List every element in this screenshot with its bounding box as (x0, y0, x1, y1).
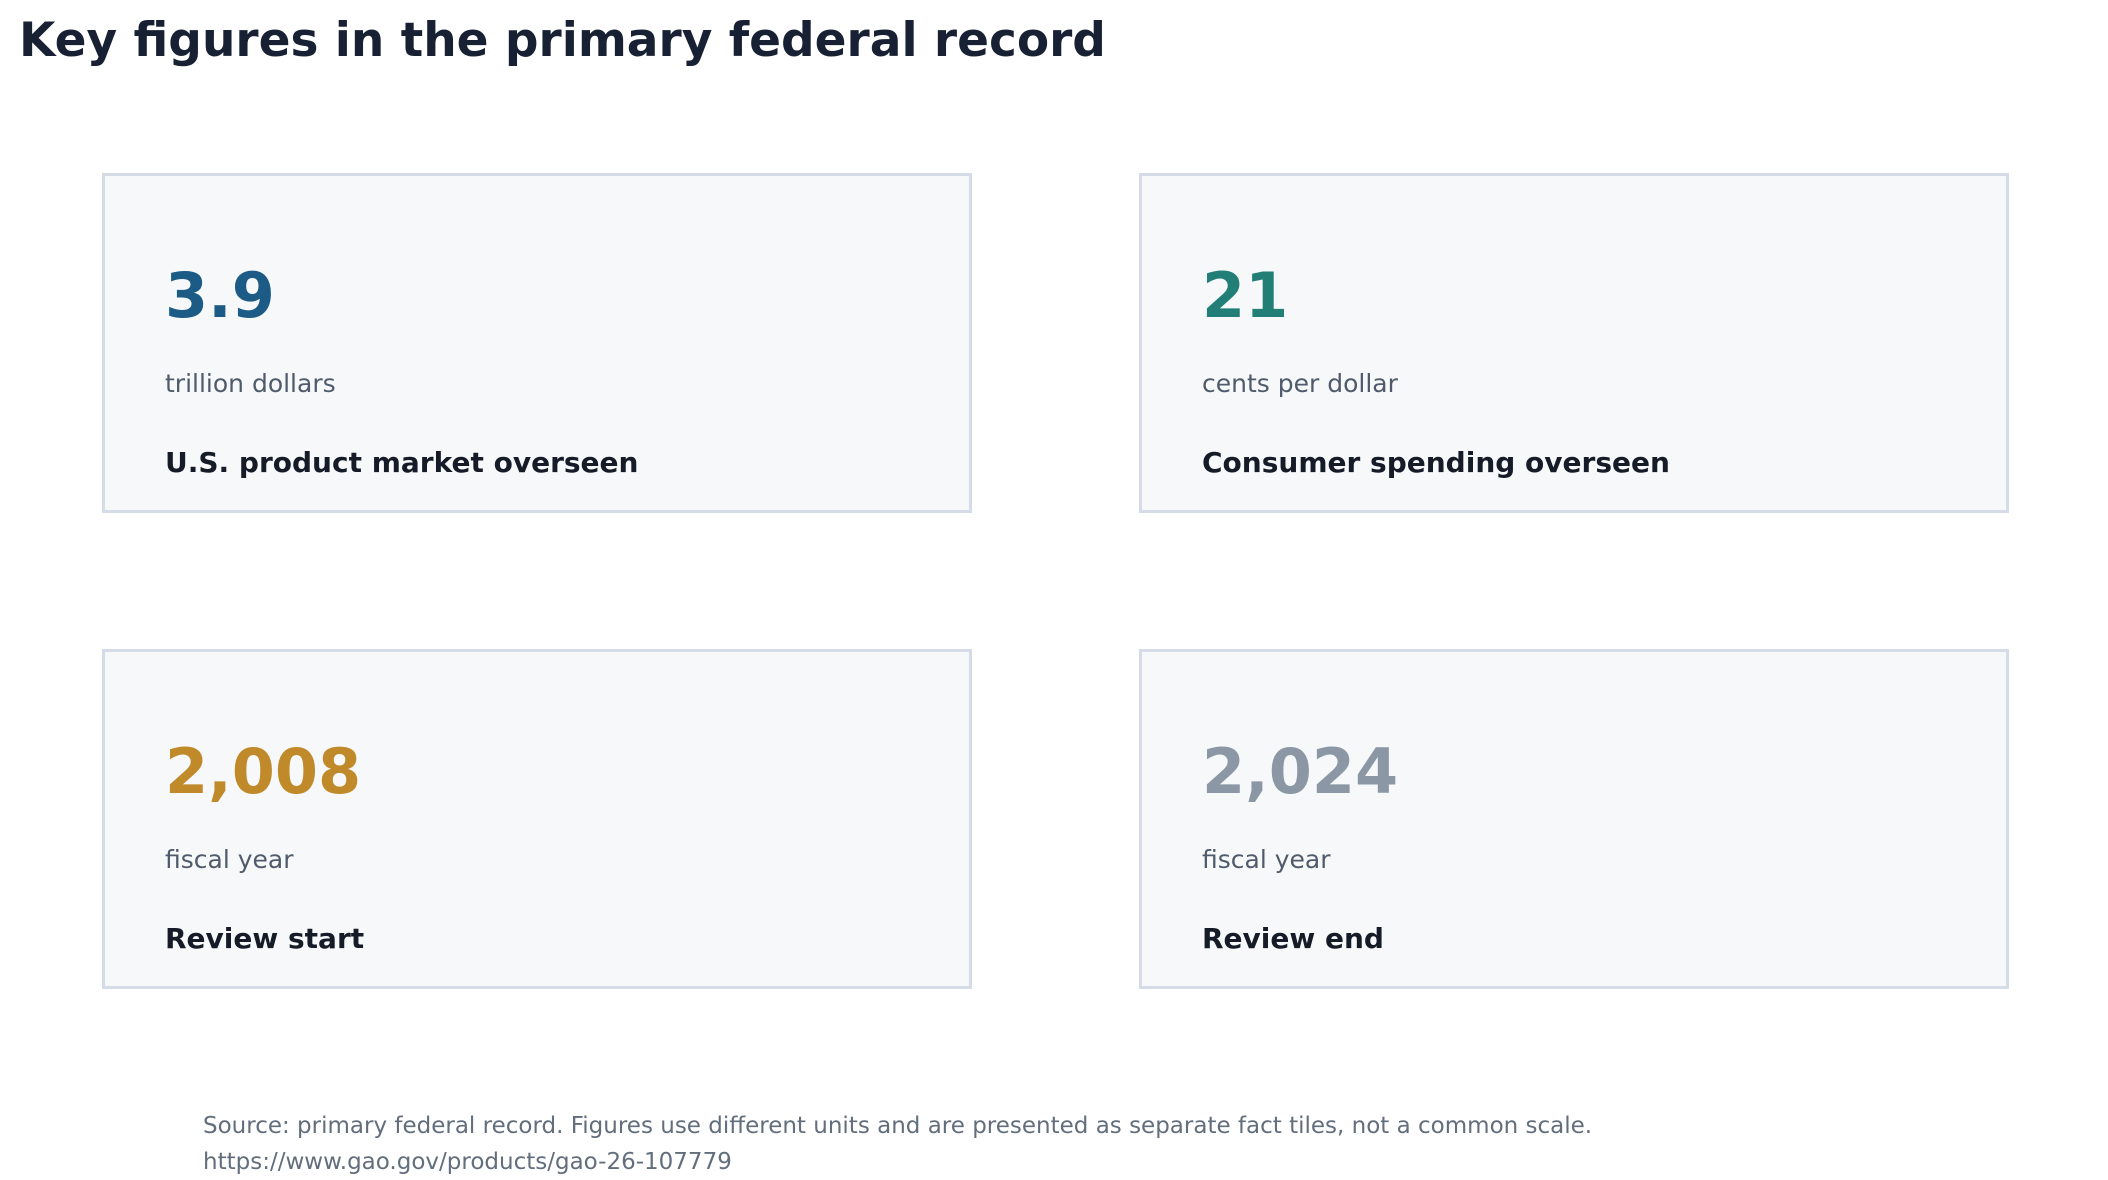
tile-unit: fiscal year (1202, 845, 1331, 874)
tile-value: 2,008 (165, 735, 362, 808)
fact-tile: 2,008 fiscal year Review start (102, 649, 972, 989)
tile-label: U.S. product market overseen (165, 446, 639, 479)
fact-tile: 2,024 fiscal year Review end (1139, 649, 2009, 989)
fact-tile: 21 cents per dollar Consumer spending over… (1139, 173, 2009, 513)
source-text: Source: primary federal record. Figures … (203, 1113, 1593, 1139)
source-url: https://www.gao.gov/products/gao-26-1077… (203, 1149, 732, 1175)
tile-unit: trillion dollars (165, 369, 336, 398)
tile-value: 3.9 (165, 259, 275, 332)
fact-tile: 3.9 trillion dollars U.S. product market o… (102, 173, 972, 513)
tile-value: 21 (1202, 259, 1289, 332)
page-title: Key figures in the primary federal recor… (19, 13, 1106, 68)
tile-label: Review start (165, 922, 365, 955)
tile-value: 2,024 (1202, 735, 1399, 808)
tile-label: Review end (1202, 922, 1384, 955)
tile-unit: fiscal year (165, 845, 294, 874)
tile-unit: cents per dollar (1202, 369, 1398, 398)
source-note: Source: primary federal record. Figures … (203, 1108, 1592, 1180)
tile-label: Consumer spending overseen (1202, 446, 1670, 479)
